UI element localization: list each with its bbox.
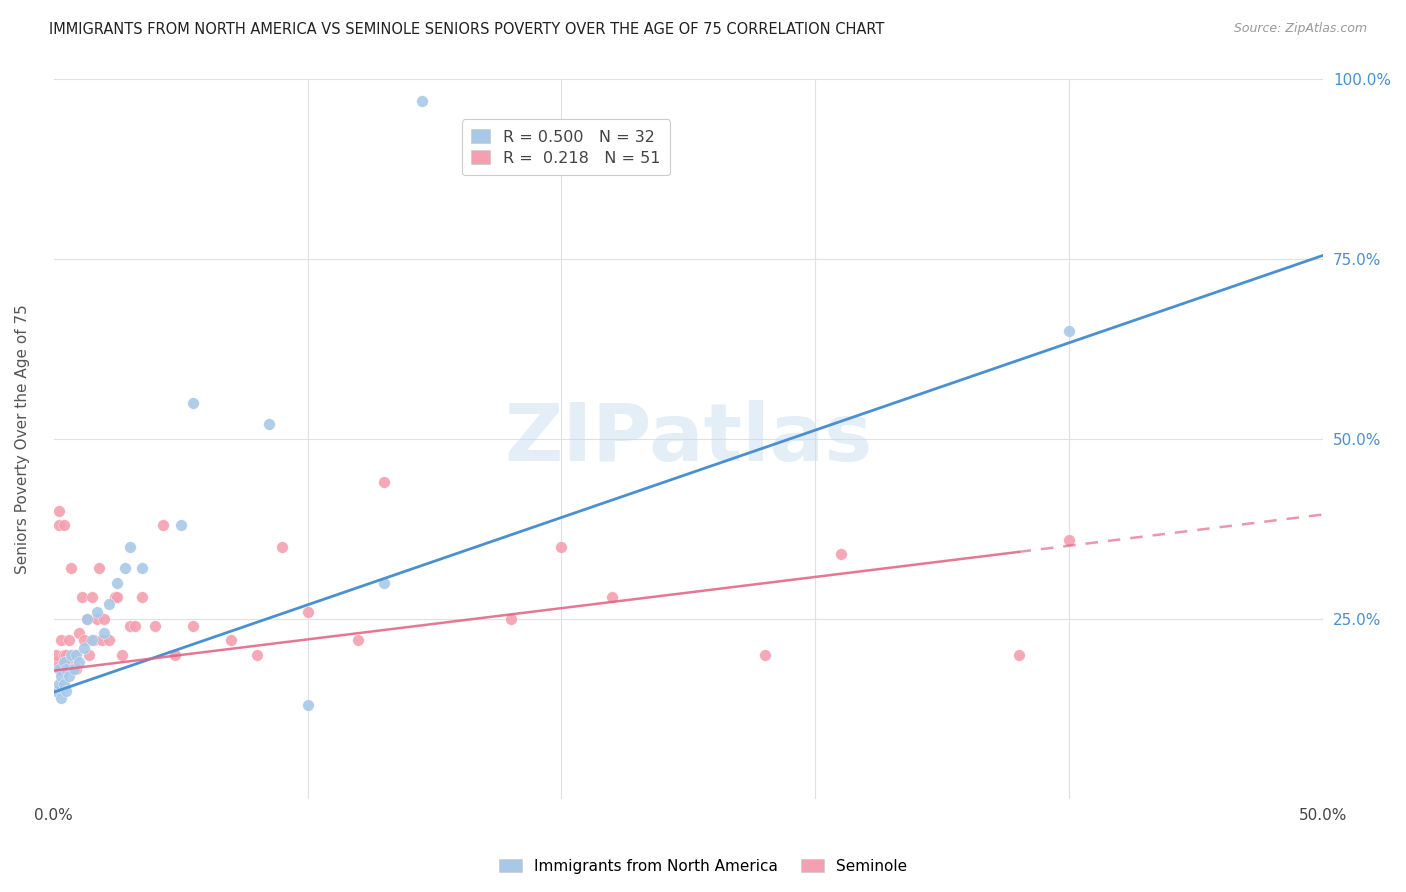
Point: [52, 518, 75, 533]
Point: [143, 619, 166, 633]
Point: [297, 605, 319, 619]
Point: [93, 612, 115, 626]
Point: [169, 518, 191, 533]
Point: [48, 676, 70, 690]
Point: [373, 575, 395, 590]
Legend: R = 0.500   N = 32, R =  0.218   N = 51: R = 0.500 N = 32, R = 0.218 N = 51: [461, 120, 671, 176]
Point: [51, 669, 73, 683]
Point: [124, 619, 146, 633]
Point: [67, 655, 90, 669]
Point: [58, 633, 80, 648]
Point: [45, 648, 67, 662]
Point: [1059, 533, 1081, 547]
Y-axis label: Seniors Poverty Over the Age of 75: Seniors Poverty Over the Age of 75: [15, 304, 30, 574]
Point: [373, 475, 395, 489]
Point: [118, 540, 141, 554]
Point: [60, 648, 83, 662]
Point: [63, 662, 86, 676]
Text: IMMIGRANTS FROM NORTH AMERICA VS SEMINOLE SENIORS POVERTY OVER THE AGE OF 75 COR: IMMIGRANTS FROM NORTH AMERICA VS SEMINOL…: [49, 22, 884, 37]
Point: [1007, 648, 1029, 662]
Point: [98, 598, 121, 612]
Point: [55, 662, 77, 676]
Point: [98, 633, 121, 648]
Point: [111, 648, 134, 662]
Point: [259, 417, 281, 432]
Point: [58, 669, 80, 683]
Point: [55, 655, 77, 669]
Point: [76, 612, 98, 626]
Point: [411, 94, 433, 108]
Point: [131, 561, 153, 575]
Point: [65, 648, 87, 662]
Point: [165, 648, 187, 662]
Point: [118, 619, 141, 633]
Point: [76, 612, 98, 626]
Point: [181, 396, 204, 410]
Point: [45, 655, 67, 669]
Point: [67, 626, 90, 640]
Point: [754, 648, 776, 662]
Point: [52, 676, 75, 690]
Point: [73, 633, 96, 648]
Legend: Immigrants from North America, Seminole: Immigrants from North America, Seminole: [492, 853, 914, 880]
Point: [86, 612, 108, 626]
Point: [48, 662, 70, 676]
Point: [55, 683, 77, 698]
Point: [105, 591, 128, 605]
Point: [60, 561, 83, 575]
Point: [131, 591, 153, 605]
Point: [152, 518, 174, 533]
Point: [550, 540, 572, 554]
Point: [93, 626, 115, 640]
Point: [246, 648, 269, 662]
Point: [70, 591, 93, 605]
Point: [181, 619, 204, 633]
Point: [83, 633, 105, 648]
Text: ZIPatlas: ZIPatlas: [505, 400, 873, 478]
Point: [73, 640, 96, 655]
Point: [60, 662, 83, 676]
Point: [89, 561, 111, 575]
Point: [51, 662, 73, 676]
Point: [58, 655, 80, 669]
Point: [1059, 324, 1081, 338]
Point: [65, 662, 87, 676]
Point: [45, 683, 67, 698]
Point: [80, 591, 103, 605]
Point: [48, 518, 70, 533]
Point: [830, 547, 852, 561]
Point: [55, 648, 77, 662]
Point: [105, 575, 128, 590]
Point: [221, 633, 243, 648]
Point: [103, 591, 125, 605]
Point: [51, 690, 73, 705]
Point: [347, 633, 370, 648]
Point: [51, 633, 73, 648]
Point: [86, 605, 108, 619]
Point: [48, 504, 70, 518]
Point: [297, 698, 319, 713]
Point: [80, 633, 103, 648]
Point: [90, 633, 112, 648]
Point: [77, 648, 100, 662]
Point: [52, 655, 75, 669]
Point: [600, 591, 623, 605]
Text: Source: ZipAtlas.com: Source: ZipAtlas.com: [1233, 22, 1367, 36]
Point: [114, 561, 136, 575]
Point: [499, 612, 522, 626]
Point: [63, 648, 86, 662]
Point: [52, 648, 75, 662]
Point: [271, 540, 294, 554]
